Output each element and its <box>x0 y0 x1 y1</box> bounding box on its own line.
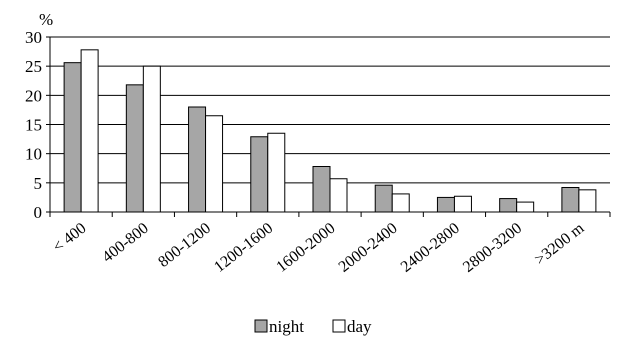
legend: night day <box>254 317 372 336</box>
x-tick-label: >3200 m <box>532 219 588 268</box>
legend-swatch-day <box>332 319 346 333</box>
y-tick-label: 0 <box>34 203 43 222</box>
bar-day-7 <box>516 201 535 213</box>
legend-label-day: day <box>347 317 372 336</box>
bar-day-5 <box>391 193 410 213</box>
x-tick-label: 2400-2800 <box>398 220 463 276</box>
y-tick-label: 5 <box>34 174 43 193</box>
bar-night-6 <box>436 196 455 213</box>
legend-swatch-night <box>254 319 268 333</box>
x-tick-label: < 400 <box>50 220 90 256</box>
x-tick-label: 2000-2400 <box>336 220 401 276</box>
bar-night-4 <box>312 166 331 213</box>
axes <box>46 36 611 217</box>
bar-night-8 <box>561 187 580 213</box>
bar-day-8 <box>578 189 597 213</box>
bars <box>63 49 597 213</box>
bar-day-4 <box>329 178 348 213</box>
y-tick-label: 10 <box>25 145 42 164</box>
x-tick-label: 1600-2000 <box>273 220 338 276</box>
bar-night-0 <box>63 62 82 213</box>
bar-night-2 <box>188 106 207 213</box>
x-tick-label: 400-800 <box>99 220 151 266</box>
bar-night-3 <box>250 136 269 213</box>
x-tick-label: 2800-3200 <box>460 220 525 276</box>
legend-label-night: night <box>269 317 304 336</box>
y-tick-label: 25 <box>25 57 42 76</box>
bar-night-7 <box>499 198 518 213</box>
y-tick-label: 30 <box>25 28 42 47</box>
x-tick-label: 1200-1600 <box>211 220 276 276</box>
x-tick-label: 800-1200 <box>155 220 214 271</box>
bar-day-6 <box>453 195 472 213</box>
bar-day-0 <box>80 49 99 213</box>
bar-day-1 <box>142 65 161 213</box>
bar-day-2 <box>205 115 224 213</box>
bar-day-3 <box>267 132 286 213</box>
bar-night-5 <box>374 184 393 213</box>
y-axis-unit-label: % <box>39 10 53 29</box>
y-tick-label: 20 <box>25 86 42 105</box>
y-tick-label: 15 <box>25 116 42 135</box>
y-tick-labels: 0 5 10 15 20 25 30 <box>25 28 42 222</box>
x-tick-labels: < 400 400-800 800-12001200-16001600-200020… <box>50 219 588 275</box>
bar-night-1 <box>125 84 144 213</box>
